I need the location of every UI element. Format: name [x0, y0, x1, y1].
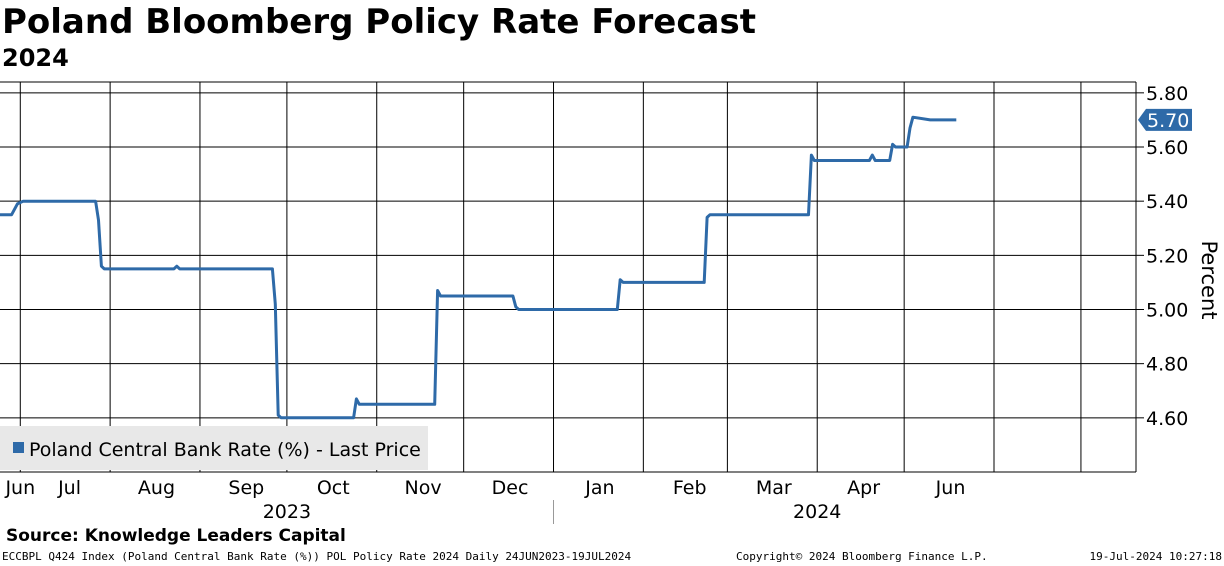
x-tick-label: Mar [756, 477, 792, 499]
last-value-flag [1138, 108, 1192, 131]
series-line [0, 115, 957, 420]
x-tick-label: Feb [673, 477, 707, 499]
chart-title: Poland Bloomberg Policy Rate Forecast [2, 2, 756, 42]
y-tick-label: 5.00 [1146, 300, 1188, 322]
legend-box [0, 426, 428, 470]
footer-timestamp: 19-Jul-2024 10:27:18 [1089, 550, 1222, 563]
x-year-label: 2023 [263, 501, 311, 523]
y-axis-label: Percent [1197, 240, 1221, 319]
y-tick-label: 4.80 [1146, 354, 1188, 376]
last-value-label: 5.70 [1147, 110, 1189, 132]
y-tick-label: 4.60 [1146, 408, 1188, 430]
footer-series-info: ECCBPL Q424 Index (Poland Central Bank R… [2, 550, 632, 563]
legend-label: Poland Central Bank Rate (%) - Last Pric… [29, 439, 421, 461]
x-tick-label: Sep [228, 477, 264, 499]
x-tick-label: Nov [405, 477, 442, 499]
y-tick-label: 5.60 [1146, 137, 1188, 159]
y-tick-label: 5.80 [1146, 83, 1188, 105]
y-tick-label: 5.40 [1146, 191, 1188, 213]
legend-swatch [13, 442, 24, 453]
footer-copyright: Copyright© 2024 Bloomberg Finance L.P. [736, 550, 988, 563]
x-year-label: 2024 [793, 501, 841, 523]
y-tick-label: 5.20 [1146, 245, 1188, 267]
x-tick-label: Jun [935, 477, 966, 499]
x-tick-label: Jan [584, 477, 614, 499]
x-tick-label: Aug [138, 477, 175, 499]
chart-subtitle: 2024 [2, 44, 69, 72]
x-tick-label: Jul [57, 477, 81, 499]
x-tick-label: Oct [317, 477, 350, 499]
x-tick-label: Jun [4, 477, 35, 499]
x-tick-label: Apr [847, 477, 880, 499]
x-tick-label: Dec [492, 477, 529, 499]
source-note: Source: Knowledge Leaders Capital [6, 526, 346, 546]
